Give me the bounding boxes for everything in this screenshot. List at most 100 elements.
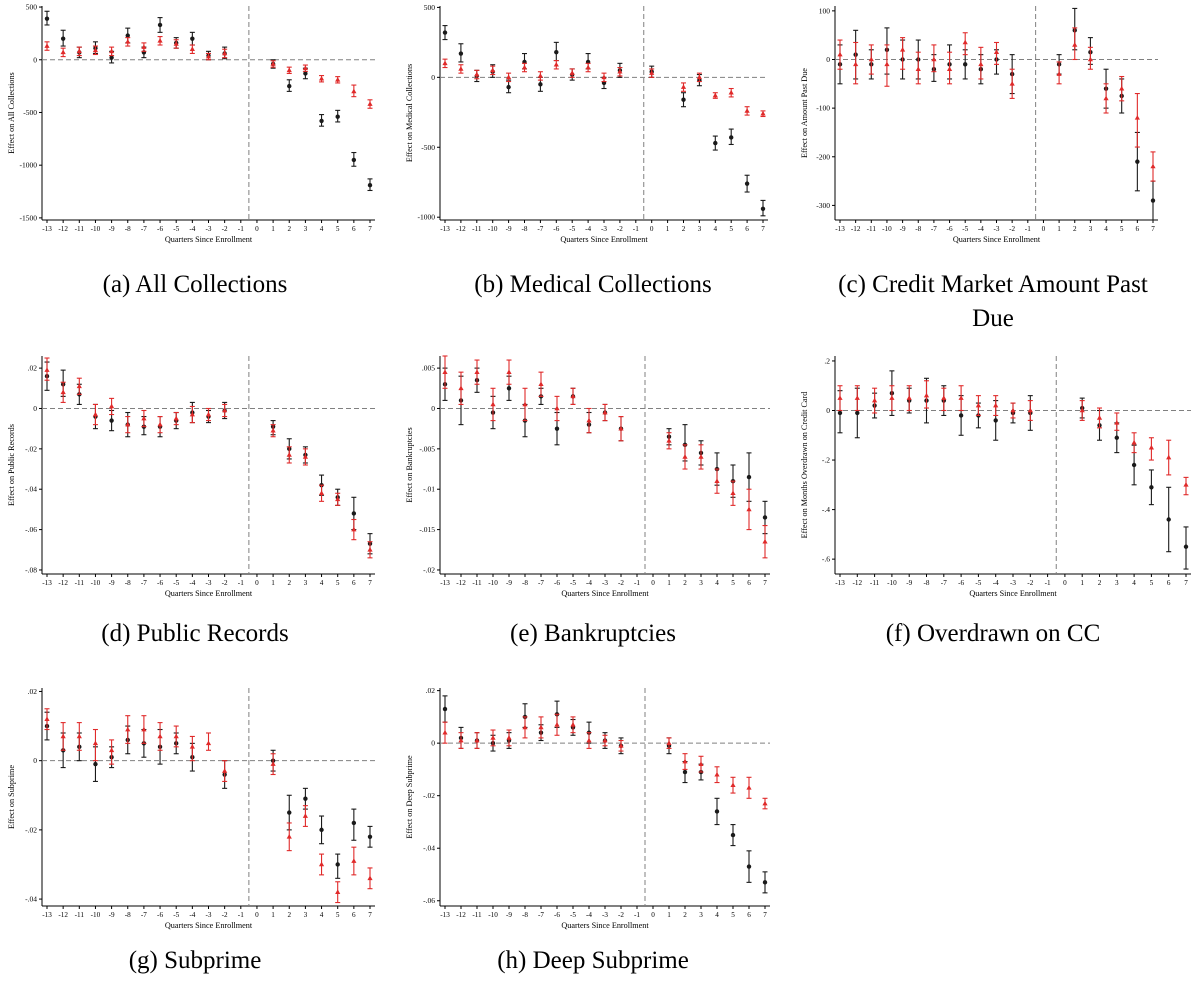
x-tick-label: -1 [1025, 225, 1031, 233]
data-point [351, 157, 357, 163]
data-point [442, 369, 448, 374]
x-tick-label: -3 [994, 225, 1000, 233]
x-tick-label: -11 [472, 911, 482, 919]
x-tick-label: -5 [962, 225, 968, 233]
x-tick-label: -8 [924, 579, 930, 587]
y-tick-label: 0 [33, 404, 37, 413]
data-point [1072, 42, 1078, 47]
x-tick-label: 0 [651, 911, 655, 919]
data-point [222, 50, 228, 56]
data-point [618, 742, 624, 748]
x-tick-label: 3 [1115, 579, 1119, 587]
x-tick-label: 2 [1098, 579, 1102, 587]
data-point [906, 395, 912, 400]
y-tick-label: -100 [816, 104, 830, 113]
x-axis-title: Quarters Since Enrollment [561, 589, 649, 598]
x-tick-label: -7 [538, 579, 544, 587]
data-point [1009, 81, 1015, 86]
y-tick-label: .02 [28, 687, 38, 696]
data-point [602, 409, 608, 415]
panel-subprime: .02 0 -.02 -.04 -13 -12 -11 -10 -9 -8 -7 -6 -5 -4 -3 -2… [0, 682, 390, 987]
x-tick-label: -8 [125, 225, 131, 233]
data-point [141, 726, 147, 732]
data-point [963, 62, 968, 67]
data-point [303, 71, 308, 76]
x-tick-label: -2 [222, 911, 228, 919]
data-point [458, 51, 464, 56]
x-tick-label: -7 [538, 911, 544, 919]
y-tick-label: 0 [33, 756, 37, 765]
x-tick-label: -6 [554, 911, 560, 919]
data-point [222, 768, 228, 773]
x-tick-label: -5 [975, 579, 981, 587]
data-point [1131, 439, 1137, 445]
data-point [490, 401, 496, 407]
x-tick-label: -8 [125, 911, 131, 919]
y-tick-label: -.04 [25, 485, 37, 494]
data-point [1056, 71, 1062, 76]
data-point [915, 66, 921, 72]
y-tick-label: -.06 [25, 525, 37, 534]
y-axis-title: Effect on Deep Subprime [405, 755, 414, 839]
x-tick-label: -9 [906, 579, 912, 587]
y-tick-label: 0 [431, 404, 435, 413]
x-tick-label: -5 [569, 225, 575, 233]
data-point [521, 64, 528, 70]
x-tick-label: 2 [287, 911, 291, 919]
x-tick-label: 7 [1151, 225, 1155, 233]
x-tick-label: -12 [456, 911, 466, 919]
y-tick-label: .005 [422, 364, 435, 373]
x-tick-label: 5 [731, 911, 735, 919]
data-point [474, 71, 480, 77]
x-tick-label: 2 [287, 579, 291, 587]
x-tick-label: -8 [522, 911, 528, 919]
data-point [554, 49, 559, 55]
y-tick-label: -.08 [25, 565, 37, 574]
x-tick-label: 7 [763, 579, 767, 587]
y-tick-label: -.02 [25, 444, 37, 453]
x-tick-label: 4 [320, 911, 324, 919]
data-point [872, 397, 878, 403]
x-tick-label: -13 [440, 225, 450, 233]
x-tick-label: 3 [304, 579, 308, 587]
data-point [713, 140, 718, 146]
x-tick-label: -12 [58, 579, 68, 587]
x-tick-label: -1 [634, 579, 640, 587]
x-axis-title: Quarters Since Enrollment [560, 235, 648, 244]
x-tick-label: 6 [352, 911, 356, 919]
x-tick-label: -5 [173, 579, 179, 587]
data-point [335, 114, 340, 119]
data-point [923, 392, 930, 398]
data-point [617, 68, 623, 74]
data-point [44, 367, 50, 372]
data-point [506, 84, 511, 90]
x-tick-label: -9 [506, 225, 512, 233]
x-tick-label: 6 [1136, 225, 1140, 233]
x-tick-label: -6 [157, 579, 163, 587]
data-point [351, 88, 357, 94]
data-point [762, 538, 768, 544]
y-tick-label: -500 [421, 143, 435, 152]
data-point [730, 832, 736, 838]
data-point [287, 83, 292, 89]
x-tick-label: 0 [651, 579, 655, 587]
x-axis-title: Quarters Since Enrollment [165, 589, 253, 598]
data-point [367, 546, 373, 552]
x-tick-label: -11 [75, 579, 85, 587]
data-point [205, 53, 212, 59]
x-tick-label: -4 [586, 911, 592, 919]
x-tick-label: -8 [125, 579, 131, 587]
data-point [506, 386, 512, 391]
data-point [125, 726, 131, 732]
x-tick-label: 1 [271, 579, 275, 587]
data-point [946, 66, 953, 72]
data-point [941, 395, 947, 400]
data-point [173, 41, 179, 46]
caption-all-collections: (a) All Collections [102, 271, 288, 298]
data-point [506, 369, 512, 374]
data-point [714, 478, 720, 483]
data-point [157, 22, 163, 28]
data-point [746, 506, 752, 512]
x-tick-label: -7 [931, 225, 937, 233]
x-tick-label: -8 [915, 225, 921, 233]
